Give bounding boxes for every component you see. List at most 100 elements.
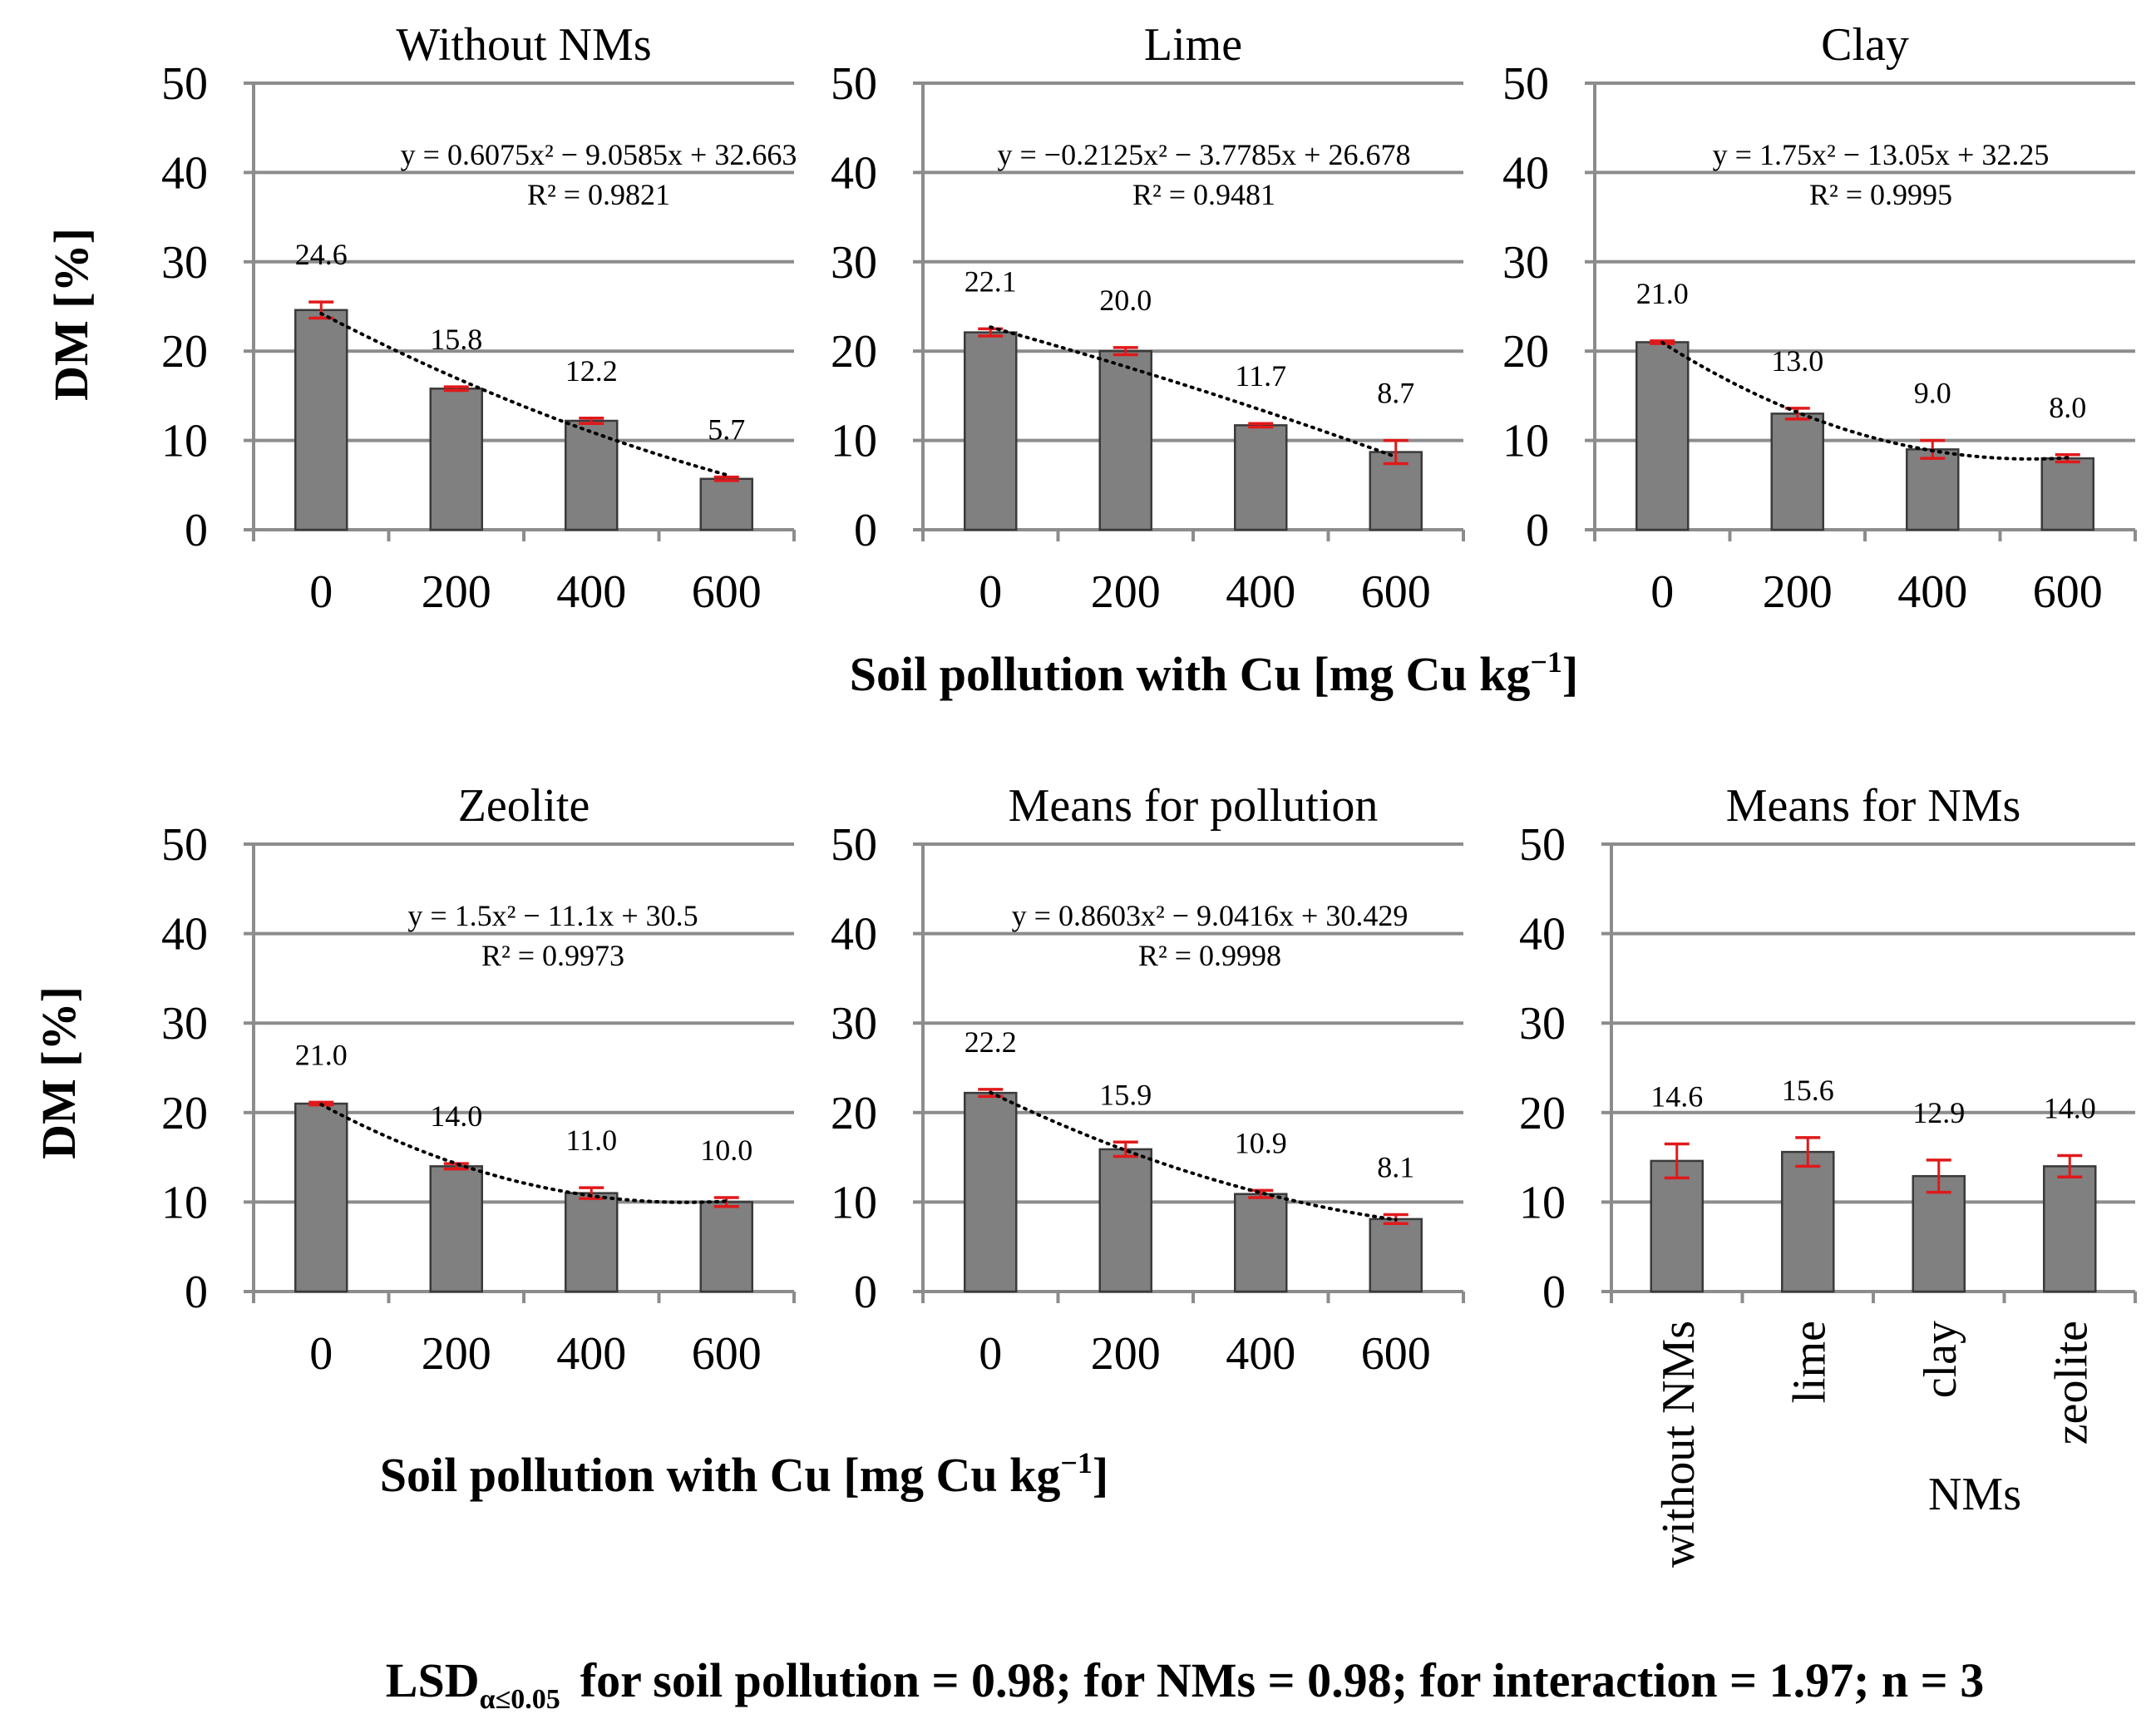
data-label: 15.8: [430, 323, 482, 356]
y-tick-label: 50: [161, 58, 208, 110]
x-tick-label: 600: [692, 1328, 762, 1380]
chart-title: Zeolite: [458, 780, 590, 832]
bar: [1098, 349, 1152, 531]
y-tick-label: 30: [161, 998, 208, 1050]
x-tick-label: 0: [1650, 566, 1674, 618]
y-tick-label: 20: [831, 326, 877, 378]
x-tick-label: 200: [422, 1328, 491, 1380]
bar: [1770, 412, 1824, 531]
y-tick-label: 0: [1526, 505, 1549, 556]
data-label: 8.1: [1377, 1150, 1414, 1183]
x-tick-label: 0: [309, 566, 333, 618]
x-axis-label-top: Soil pollution with Cu [mg Cu kg−1]: [850, 645, 1579, 701]
y-tick-label: 20: [161, 326, 208, 378]
y-tick-label: 30: [831, 237, 877, 289]
y-tick-label: 30: [161, 237, 208, 289]
x-tick-label: 400: [556, 566, 626, 618]
chart-title: Means for pollution: [1009, 780, 1379, 832]
bar: [565, 1192, 619, 1293]
x-tick-label: 400: [1226, 566, 1295, 618]
y-axis-label-bottom: DM [%]: [32, 986, 86, 1159]
x-tick-label: 0: [979, 1328, 1002, 1380]
x-tick-label: 400: [1226, 1328, 1295, 1380]
data-label: 14.0: [2044, 1091, 2096, 1124]
trend-equation: y = 0.8603x² − 9.0416x + 30.429: [1012, 899, 1409, 932]
trendline: [319, 312, 728, 477]
trend-equation: y = 1.75x² − 13.05x + 32.25: [1713, 138, 2050, 171]
y-tick-label: 10: [831, 1177, 877, 1228]
chart-panel-1: Without NMs 0 10 20 30 40 50 24.6 0 15.8 200 12.2 40…: [161, 19, 797, 618]
bar: [429, 1165, 483, 1293]
x-tick-label: lime: [1784, 1321, 1835, 1404]
x-tick-label: 200: [422, 566, 491, 618]
data-label: 15.6: [1782, 1074, 1834, 1107]
y-tick-label: 40: [161, 909, 208, 961]
data-label: 21.0: [1636, 277, 1689, 310]
trend-r2: R² = 0.9995: [1809, 178, 1952, 211]
data-label: 9.0: [1914, 377, 1951, 410]
x-tick-label: 200: [1091, 566, 1161, 618]
y-tick-label: 0: [854, 505, 877, 556]
trendline: [319, 1103, 728, 1204]
y-tick-label: 0: [185, 505, 208, 556]
bar: [2040, 457, 2094, 531]
x-tick-label: 400: [556, 1328, 626, 1380]
y-tick-label: 20: [1519, 1088, 1566, 1139]
x-tick-label: clay: [1915, 1321, 1966, 1398]
data-label: 11.0: [565, 1124, 617, 1157]
chart-panel-6: Means for NMs 0 10 20 30 40 50 14.6 without NMs 1…: [1519, 780, 2137, 1568]
y-tick-label: 10: [1502, 416, 1549, 467]
data-label: 11.7: [1235, 359, 1286, 393]
data-label: 10.0: [700, 1134, 752, 1167]
x-axis-label-bottom: Soil pollution with Cu [mg Cu kg−1]: [380, 1446, 1109, 1502]
y-tick-label: 50: [161, 819, 208, 871]
x-tick-label: 0: [979, 566, 1002, 618]
bar: [964, 331, 1018, 531]
x-tick-label: zeolite: [2045, 1321, 2097, 1445]
x-tick-label: 600: [1361, 1328, 1431, 1380]
chart-panel-2: Lime 0 10 20 30 40 50 22.1 0 20.0 200 11.7 400 8.7 600…: [831, 19, 1465, 618]
y-tick-label: 0: [1542, 1267, 1566, 1318]
y-axis-label-top: DM [%]: [44, 228, 98, 401]
y-tick-label: 40: [831, 147, 877, 199]
y-tick-label: 0: [185, 1267, 208, 1318]
y-tick-label: 40: [161, 147, 208, 199]
data-label: 14.6: [1650, 1079, 1703, 1113]
y-tick-label: 10: [1519, 1177, 1566, 1228]
x-tick-label: 200: [1091, 1328, 1161, 1380]
bar: [1636, 341, 1690, 531]
bar: [1234, 1193, 1288, 1293]
y-tick-label: 10: [161, 416, 208, 467]
trend-r2: R² = 0.9821: [527, 178, 670, 211]
trendline: [1660, 341, 2070, 461]
data-label: 22.1: [965, 264, 1017, 298]
bar: [1906, 448, 1960, 531]
x-tick-label: 600: [1361, 566, 1431, 618]
y-tick-label: 40: [831, 909, 877, 961]
y-tick-label: 40: [1519, 909, 1566, 961]
x-tick-label: without NMs: [1653, 1321, 1705, 1568]
y-tick-label: 0: [854, 1267, 877, 1318]
trend-equation: y = 1.5x² − 11.1x + 30.5: [407, 899, 698, 932]
chart-title: Lime: [1144, 19, 1242, 71]
bar: [1369, 1218, 1423, 1293]
trend-r2: R² = 0.9481: [1132, 178, 1275, 211]
x-tick-label: 200: [1763, 566, 1833, 618]
trend-equation: y = 0.6075x² − 9.0585x + 32.663: [401, 138, 797, 171]
data-label: 8.7: [1377, 377, 1414, 410]
bar: [699, 477, 753, 531]
bar: [294, 309, 348, 531]
footer-lsd: LSDα≤0.05 for soil pollution = 0.98; for …: [386, 1653, 1984, 1715]
bar: [699, 1201, 753, 1293]
y-tick-label: 20: [831, 1088, 877, 1139]
bar: [1098, 1148, 1152, 1293]
y-tick-label: 20: [1502, 326, 1549, 378]
chart-title: Clay: [1821, 19, 1909, 71]
data-label: 20.0: [1099, 284, 1152, 317]
x-tick-label: 600: [692, 566, 762, 618]
trend-equation: y = −0.2125x² − 3.7785x + 26.678: [997, 138, 1410, 171]
x-axis-label-nms: NMs: [1928, 1469, 2021, 1520]
y-tick-label: 50: [831, 819, 877, 871]
y-tick-label: 50: [1502, 58, 1549, 110]
